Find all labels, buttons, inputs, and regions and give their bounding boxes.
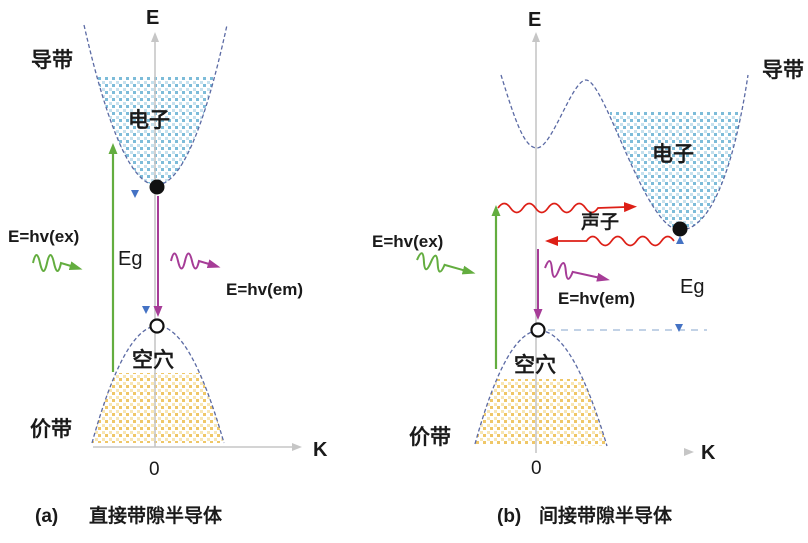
- caption-text-a: 直接带隙半导体: [89, 504, 223, 527]
- phonon-arrow-left: [545, 235, 675, 247]
- hole-circle-b: [530, 322, 546, 338]
- excitation-photon-wave-b: [416, 252, 476, 275]
- panel-direct-bandgap: E K 0 导带 价带 电子 空穴 E=hv(ex) Eg E=hv(em) (…: [8, 7, 328, 527]
- relaxation-marker-electron-b: [676, 236, 684, 244]
- origin-label-a: 0: [149, 459, 160, 480]
- emission-photon-label-a: E=hv(em): [226, 280, 303, 299]
- energy-axis-label-b: E: [528, 9, 541, 31]
- electron-label-b: 电子: [652, 143, 694, 166]
- electron-dot-b: [672, 221, 688, 237]
- electron-population-fill-a: [84, 77, 227, 185]
- hole-label-b: 空穴: [514, 353, 556, 377]
- phonon-arrow-right: [497, 202, 637, 214]
- excitation-photon-label-a: E=hv(ex): [8, 227, 79, 246]
- momentum-axis-arrow-b: [684, 448, 694, 456]
- caption-tag-b: (b): [497, 506, 521, 527]
- bandgap-label-b: Eg: [680, 276, 704, 298]
- momentum-axis-label-b: K: [701, 442, 716, 464]
- hole-population-fill-b: [475, 379, 607, 446]
- valence-band-curve-b: [474, 329, 608, 447]
- conduction-band-curve-a: [83, 24, 228, 186]
- emission-photon-label-b: E=hv(em): [558, 289, 635, 308]
- caption-tag-a: (a): [35, 506, 58, 527]
- emission-photon-wave-a: [170, 252, 221, 270]
- caption-text-b: 间接带隙半导体: [539, 504, 673, 527]
- conduction-band-label-b: 导带: [762, 58, 804, 82]
- panel-indirect-bandgap: E K 0 导带 价带 电子 空穴 E=hv(ex) 声子 E=hv(em) E…: [372, 9, 804, 527]
- phonon-label: 声子: [580, 210, 619, 233]
- electron-population-fill-b: [610, 112, 748, 230]
- electron-dot-a: [149, 179, 165, 195]
- valence-band-label-b: 价带: [409, 425, 451, 449]
- relaxation-marker-hole-a: [142, 306, 150, 314]
- excitation-photon-label-b: E=hv(ex): [372, 232, 443, 251]
- bandgap-label-a: Eg: [118, 248, 142, 270]
- electron-label-a: 电子: [128, 109, 170, 132]
- excitation-photon-wave-a: [32, 254, 83, 272]
- hole-circle-a: [149, 318, 165, 334]
- hole-label-a: 空穴: [132, 348, 174, 372]
- relaxation-marker-electron-a: [131, 190, 139, 198]
- conduction-band-label-a: 导带: [31, 48, 73, 72]
- momentum-axis-label-a: K: [313, 439, 328, 461]
- valence-band-label-a: 价带: [30, 417, 72, 441]
- conduction-band-curve-b: [500, 74, 749, 231]
- energy-axis-label-a: E: [146, 7, 159, 29]
- origin-label-b: 0: [531, 458, 542, 479]
- emission-photon-wave-b: [544, 260, 610, 282]
- hole-population-fill-a: [92, 373, 224, 443]
- bandgap-level-marker-b: [675, 324, 683, 332]
